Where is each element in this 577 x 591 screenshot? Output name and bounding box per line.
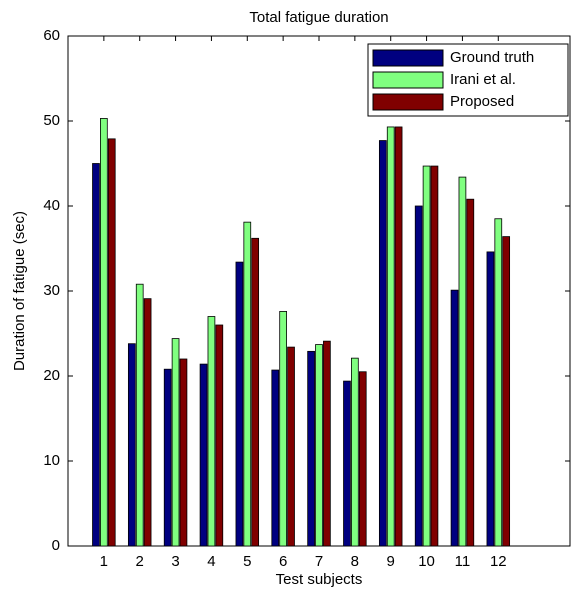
x-tick-label: 6 bbox=[279, 553, 287, 570]
x-tick-label: 7 bbox=[315, 553, 323, 570]
x-tick-label: 10 bbox=[418, 553, 435, 570]
y-tick-label: 0 bbox=[52, 537, 60, 554]
bar bbox=[243, 221, 252, 547]
bar bbox=[343, 380, 351, 547]
y-tick-label: 50 bbox=[43, 112, 60, 129]
legend-swatch bbox=[372, 49, 444, 67]
bar bbox=[430, 165, 439, 547]
x-tick-label: 1 bbox=[100, 553, 108, 570]
x-tick-label: 2 bbox=[136, 553, 144, 570]
bar bbox=[207, 316, 216, 547]
bar bbox=[386, 126, 395, 547]
bar bbox=[394, 126, 403, 547]
legend-swatch bbox=[372, 71, 444, 89]
bar bbox=[107, 138, 116, 547]
bar bbox=[127, 343, 136, 547]
bar bbox=[215, 324, 224, 547]
chart-title: Total fatigue duration bbox=[249, 9, 388, 26]
y-axis-label: Duration of fatigue (sec) bbox=[11, 211, 28, 371]
x-tick-label: 8 bbox=[351, 553, 359, 570]
bar bbox=[414, 205, 423, 547]
bar bbox=[199, 363, 208, 547]
bar bbox=[179, 358, 188, 547]
bar bbox=[486, 251, 495, 547]
x-axis-label: Test subjects bbox=[276, 571, 363, 588]
bar bbox=[251, 237, 260, 547]
bar bbox=[135, 283, 144, 547]
bar bbox=[458, 176, 467, 547]
bar bbox=[100, 118, 108, 547]
x-tick-label: 5 bbox=[243, 553, 251, 570]
y-tick-label: 40 bbox=[43, 197, 60, 214]
bar bbox=[235, 261, 244, 547]
bar bbox=[466, 198, 475, 547]
y-tick-label: 10 bbox=[43, 452, 60, 469]
bar bbox=[279, 310, 287, 547]
y-tick-label: 20 bbox=[43, 367, 60, 384]
x-tick-label: 4 bbox=[207, 553, 215, 570]
bar bbox=[494, 218, 503, 547]
y-tick-label: 30 bbox=[43, 282, 60, 299]
bar bbox=[450, 289, 459, 547]
bar bbox=[378, 140, 387, 547]
bar bbox=[143, 298, 152, 547]
bar bbox=[92, 163, 100, 547]
bar bbox=[307, 350, 315, 547]
bar bbox=[502, 236, 511, 547]
y-tick-label: 60 bbox=[43, 27, 60, 44]
bar bbox=[271, 369, 280, 547]
bar bbox=[163, 368, 172, 547]
legend-label: Ground truth bbox=[450, 49, 534, 66]
bar bbox=[351, 357, 359, 547]
legend-swatch bbox=[372, 93, 444, 111]
x-tick-label: 11 bbox=[455, 553, 471, 570]
x-tick-label: 9 bbox=[387, 553, 395, 570]
bar bbox=[287, 346, 295, 547]
bar bbox=[358, 371, 367, 547]
bar bbox=[422, 165, 431, 547]
bar bbox=[315, 344, 323, 547]
bar bbox=[171, 338, 180, 547]
x-tick-label: 3 bbox=[171, 553, 179, 570]
legend-label: Irani et al. bbox=[450, 71, 516, 88]
legend-label: Proposed bbox=[450, 93, 514, 110]
bar bbox=[323, 340, 331, 547]
x-tick-label: 12 bbox=[490, 553, 507, 570]
